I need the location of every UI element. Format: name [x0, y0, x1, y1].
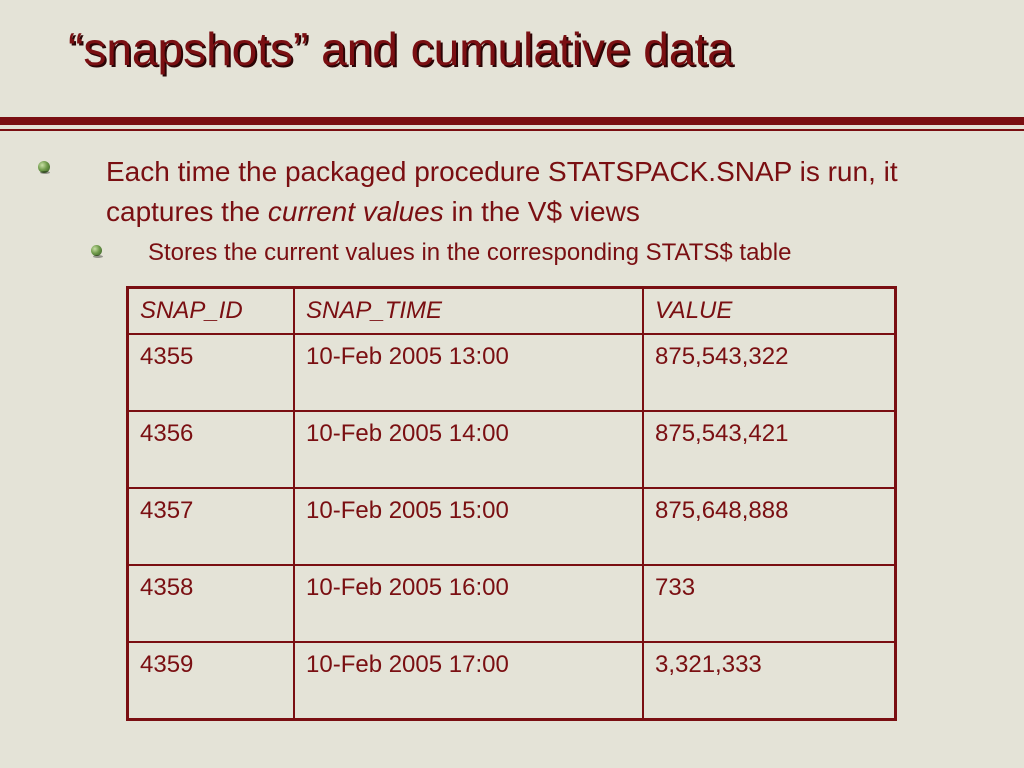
cell-snap-time: 10-Feb 2005 15:00 — [293, 487, 644, 566]
table-row: 4356 10-Feb 2005 14:00 875,543,421 — [126, 410, 897, 489]
title-divider-thin — [0, 129, 1024, 131]
cell-snap-id: 4356 — [126, 410, 295, 489]
cell-snap-time: 10-Feb 2005 14:00 — [293, 410, 644, 489]
table-row: 4358 10-Feb 2005 16:00 733 — [126, 564, 897, 643]
bullet-text-1: Each time the packaged procedure STATSPA… — [106, 152, 996, 232]
emphasis-current-values: current values — [267, 196, 444, 227]
slide-title: “snapshots” and cumulative data — [68, 23, 733, 75]
cell-snap-time: 10-Feb 2005 17:00 — [293, 641, 644, 721]
cell-snap-time: 10-Feb 2005 16:00 — [293, 564, 644, 643]
cell-snap-id: 4358 — [126, 564, 295, 643]
table-row: 4359 10-Feb 2005 17:00 3,321,333 — [126, 641, 897, 721]
cell-value: 875,648,888 — [642, 487, 897, 566]
table-row: 4355 10-Feb 2005 13:00 875,543,322 — [126, 333, 897, 412]
cell-value: 733 — [642, 564, 897, 643]
cell-snap-id: 4357 — [126, 487, 295, 566]
cell-value: 875,543,421 — [642, 410, 897, 489]
sub-bullet-icon — [91, 245, 103, 258]
header-snap-id: SNAP_ID — [126, 286, 295, 335]
bullet-text-2: Stores the current values in the corresp… — [148, 239, 792, 266]
bullet-text-1-part-b: in the V$ views — [443, 196, 640, 227]
header-value: VALUE — [642, 286, 897, 335]
header-snap-time: SNAP_TIME — [293, 286, 644, 335]
cell-snap-time: 10-Feb 2005 13:00 — [293, 333, 644, 412]
cell-snap-id: 4359 — [126, 641, 295, 721]
bullet-text-1-part-a: Each time the packaged procedure STATSPA… — [106, 156, 898, 227]
cell-value: 3,321,333 — [642, 641, 897, 721]
table-row: 4357 10-Feb 2005 15:00 875,648,888 — [126, 487, 897, 566]
title-divider-thick — [0, 117, 1024, 125]
cell-value: 875,543,322 — [642, 333, 897, 412]
bullet-icon — [38, 161, 50, 174]
snapshot-table: SNAP_ID SNAP_TIME VALUE 4355 10-Feb 2005… — [126, 286, 897, 721]
cell-snap-id: 4355 — [126, 333, 295, 412]
table-header-row: SNAP_ID SNAP_TIME VALUE — [126, 286, 897, 335]
